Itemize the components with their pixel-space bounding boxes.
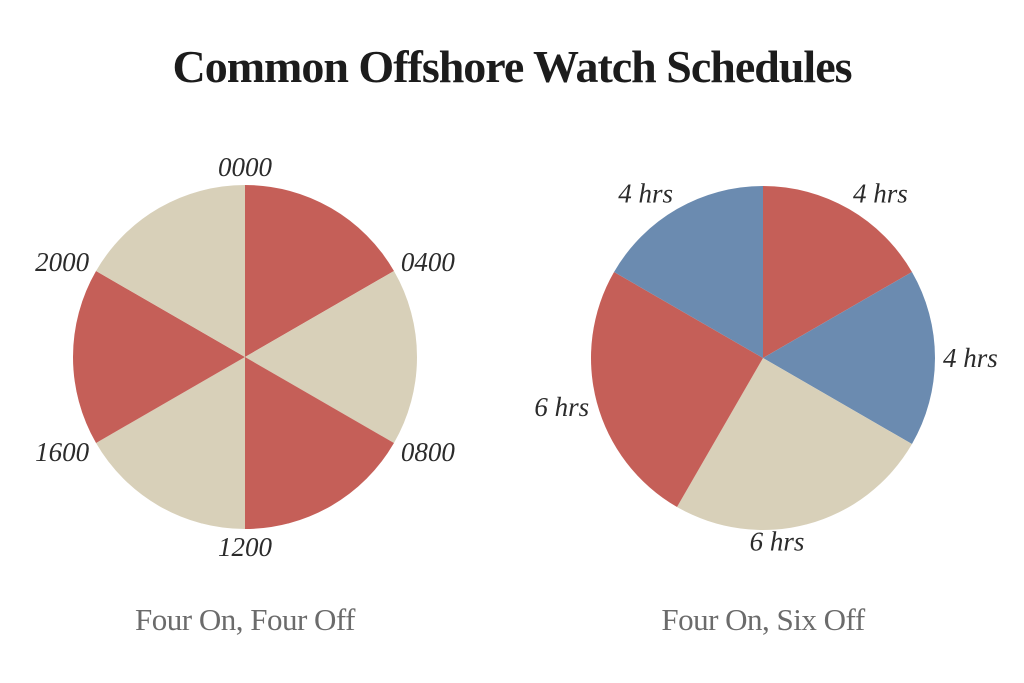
- boundary-label: 1600: [35, 437, 90, 467]
- chart-caption-four-on-six-off: Four On, Six Off: [661, 602, 865, 637]
- pie-slice: [763, 272, 936, 444]
- figure-title: Common Offshore Watch Schedules: [172, 41, 852, 92]
- pie-chart-four-on-six-off: 4 hrs 4 hrs 6 hrs 6 hrs 4 hrs: [534, 179, 998, 557]
- pie-slice: [677, 358, 912, 531]
- chart-caption-four-on-four-off: Four On, Four Off: [135, 602, 356, 637]
- pie-chart-four-on-four-off: 0000 0400 0800 1200 1600 2000: [35, 152, 456, 562]
- boundary-label: 0400: [401, 247, 456, 277]
- pie-slice: [72, 271, 245, 443]
- pie-slice: [614, 185, 763, 358]
- slice-label: 4 hrs: [853, 179, 908, 209]
- boundary-label: 2000: [35, 247, 90, 277]
- pie-slice: [245, 357, 394, 529]
- pie-slice: [245, 271, 418, 443]
- slice-label: 6 hrs: [750, 527, 805, 557]
- slice-label: 6 hrs: [534, 392, 589, 422]
- pie-slice: [245, 185, 394, 357]
- boundary-label: 0800: [401, 437, 456, 467]
- pie-slice: [96, 357, 245, 529]
- slice-label: 4 hrs: [618, 179, 673, 209]
- slice-label: 4 hrs: [943, 343, 998, 373]
- boundary-label: 1200: [218, 532, 273, 562]
- pie-slice: [763, 186, 912, 358]
- boundary-label: 0000: [218, 152, 273, 182]
- pie-slice: [590, 272, 763, 507]
- pie-slice: [96, 185, 245, 357]
